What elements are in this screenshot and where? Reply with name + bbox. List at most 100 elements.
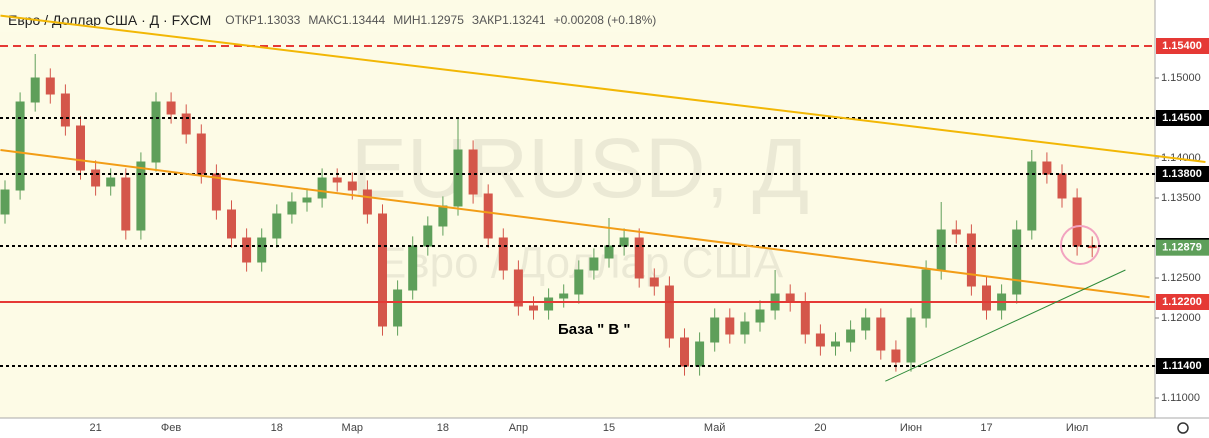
candle-body (695, 341, 705, 367)
ohlc-value: 1.13444 (342, 13, 386, 27)
candle-body (936, 229, 946, 271)
candle-body (196, 133, 206, 175)
plot-background (0, 0, 1155, 418)
candle-body (800, 301, 810, 335)
candle-body (347, 181, 357, 191)
candle-body (815, 333, 825, 347)
candle-body (861, 317, 871, 331)
candle-body (1072, 197, 1082, 247)
candle-body (121, 177, 131, 231)
candle-body (725, 317, 735, 335)
candle-body (378, 213, 387, 327)
plot (0, 54, 1097, 376)
x-tick-label: Июл (1066, 422, 1088, 434)
x-tick-label: Фев (161, 422, 181, 434)
candle-body (619, 237, 629, 247)
y-tick-label: 1.12000 (1161, 312, 1201, 324)
candle-body (393, 289, 403, 327)
candle-body (453, 149, 463, 207)
candle-body (15, 101, 25, 191)
candle-body (951, 229, 961, 235)
candle-body (30, 77, 40, 103)
candle-body (151, 101, 161, 163)
trend-line (885, 269, 1126, 382)
last-price-label: 1.12879 (1162, 242, 1202, 254)
ohlc-label: ЗАКР (472, 13, 502, 27)
candle-body (680, 337, 689, 367)
x-tick-label: Апр (509, 422, 528, 434)
candle-body (891, 349, 901, 363)
candle-body (921, 269, 931, 319)
candle-body (272, 213, 282, 239)
ohlc-value: 1.13033 (257, 13, 301, 27)
x-tick-label: 20 (814, 422, 826, 434)
x-tick-label: Май (704, 422, 726, 434)
x-tick-label: 17 (980, 422, 992, 434)
x-tick-label: 18 (437, 422, 449, 434)
candle-body (649, 277, 659, 287)
header-background (0, 10, 650, 32)
candle-body (106, 177, 116, 187)
x-tick-label: 15 (603, 422, 615, 434)
candle-body (876, 317, 886, 351)
candle-body (846, 329, 856, 343)
candle-body (785, 293, 795, 303)
last-price-box (1156, 239, 1209, 256)
candle-body (317, 177, 327, 199)
level-label: 1.14500 (1162, 112, 1202, 124)
candle-body (710, 317, 720, 343)
ohlc-label: МАКС (308, 13, 342, 27)
candle-body (906, 317, 916, 363)
candle-body (483, 193, 493, 239)
candle-body (831, 341, 840, 347)
candle-body (755, 309, 765, 323)
annotation: База " В " (558, 321, 630, 338)
candle-body (740, 321, 750, 335)
settings-icon[interactable] (1177, 422, 1189, 434)
ohlc-label: МИН (393, 13, 420, 27)
trend-line (0, 149, 1150, 299)
x-tick-label: 21 (89, 422, 101, 434)
candle-body (76, 125, 85, 171)
candle-body (589, 257, 599, 271)
candle-body (468, 149, 478, 195)
candle-body (242, 237, 252, 263)
candle-body (302, 197, 312, 203)
candle-body (136, 161, 146, 231)
symbol-title: Евро / Доллар США · Д · FXCM (8, 12, 211, 28)
candle-body (1012, 229, 1022, 295)
change: +0.00208 (+0.18%) (554, 13, 657, 27)
y-tick-label: 1.13500 (1161, 192, 1201, 204)
candle-body (982, 285, 991, 311)
candle-body (604, 245, 614, 259)
level-label-box (1156, 38, 1209, 54)
candle-body (498, 237, 508, 271)
y-tick-label: 1.11000 (1161, 392, 1200, 404)
candle-body (529, 305, 538, 311)
header-text: Евро / Доллар США · Д · FXCM ОТКР1.13033 М… (8, 12, 656, 28)
y-tick-label: 1.15000 (1161, 72, 1201, 84)
candle-body (1057, 173, 1067, 199)
candle-body (181, 113, 191, 135)
candle-body (362, 189, 372, 215)
header: Евро / Доллар США · Д · FXCM ОТКР1.13033 М… (0, 10, 656, 32)
candle-body (634, 237, 644, 279)
x-tick-label: 18 (271, 422, 283, 434)
level-label: 1.12200 (1162, 296, 1202, 308)
candle-body (544, 297, 554, 311)
candle-body (0, 189, 10, 215)
level-label: 1.15400 (1162, 40, 1202, 52)
candle-body (438, 205, 448, 227)
candle-body (574, 269, 584, 295)
level-label-box (1156, 358, 1209, 374)
candle-body (423, 225, 433, 247)
y-tick-label: 1.12500 (1161, 272, 1201, 284)
level-label: 1.11400 (1162, 360, 1201, 372)
level-label: 1.13800 (1162, 168, 1202, 180)
candle-body (91, 169, 101, 187)
level-label-box (1156, 166, 1209, 182)
candle-body (1027, 161, 1037, 231)
candle-body (966, 233, 976, 287)
x-tick-label: Июн (900, 422, 922, 434)
